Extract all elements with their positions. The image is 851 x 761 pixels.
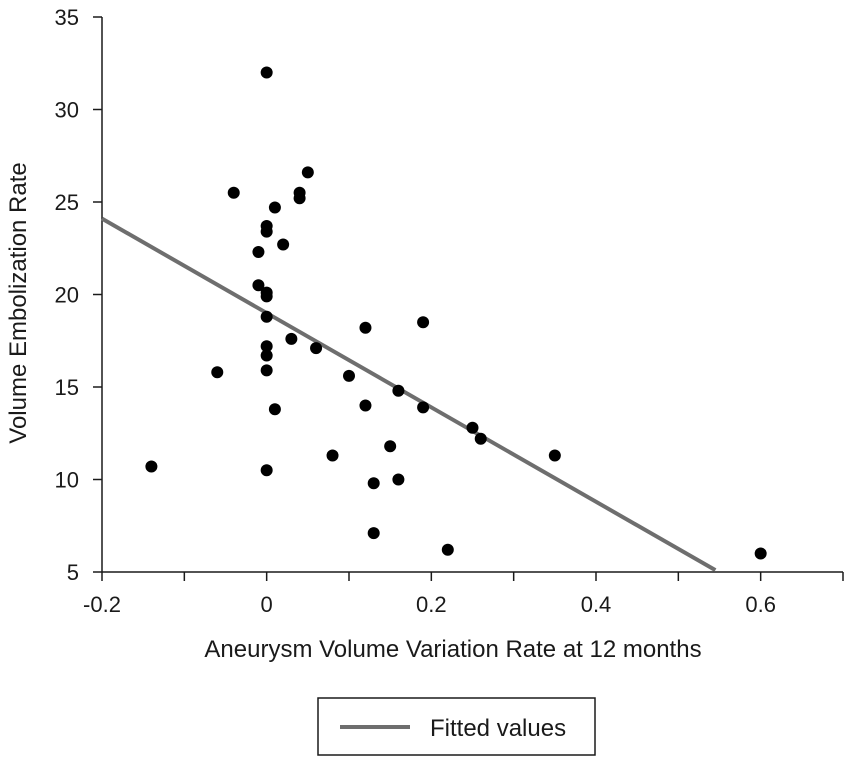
data-point [211,366,224,379]
plot-frame [101,17,843,573]
data-point [326,449,339,462]
x-tick-label: 0 [261,592,273,617]
data-point [466,421,479,434]
data-point [260,290,273,303]
y-axis-title: Volume Embolization Rate [5,162,32,443]
x-axis: -0.2 0 0.2 0.4 0.6 [83,572,844,617]
data-point [277,238,290,251]
data-point [268,403,281,416]
data-point [260,225,273,238]
data-point [285,332,298,345]
y-tick-label: 20 [55,283,79,308]
data-point [359,399,372,412]
data-point [260,340,273,353]
y-tick-label: 35 [55,5,79,30]
fitted-line-layer [101,216,717,572]
x-tick-label: -0.2 [83,592,121,617]
y-tick-label: 25 [55,190,79,215]
data-point [359,321,372,334]
data-point [293,192,306,205]
data-point [252,245,265,258]
y-tick-label: 15 [55,375,79,400]
fitted-values-line [101,216,717,572]
data-point [548,449,561,462]
scatter-points [145,66,767,560]
y-tick-label: 5 [67,560,79,585]
data-point [301,166,314,179]
data-point [268,201,281,214]
data-point [474,432,487,445]
x-tick-label: 0.4 [581,592,612,617]
data-point [392,384,405,397]
data-point [145,460,158,473]
y-axis: 5 10 15 20 25 30 35 [55,5,102,585]
data-point [260,349,273,362]
data-point [227,186,240,199]
data-point [367,477,380,490]
data-point [343,369,355,382]
data-point [417,316,430,329]
data-point [260,364,273,377]
data-point [252,279,265,292]
data-point [310,342,323,355]
legend-box [317,697,596,756]
data-point [260,464,273,477]
data-point [392,473,405,486]
data-point [367,527,380,540]
x-tick-label: 0.2 [416,592,447,617]
data-point [260,66,273,79]
legend-label-fitted-values: Fitted values [430,715,566,742]
data-point [754,547,767,560]
y-tick-label: 10 [55,468,79,493]
data-point [260,310,273,323]
data-point [441,543,454,556]
x-tick-label: 0.6 [745,592,776,617]
x-axis-title: Aneurysm Volume Variation Rate at 12 mon… [204,636,701,663]
data-point [417,401,430,414]
data-point [384,440,397,453]
legend: Fitted values [317,697,596,756]
y-tick-label: 30 [55,98,79,123]
